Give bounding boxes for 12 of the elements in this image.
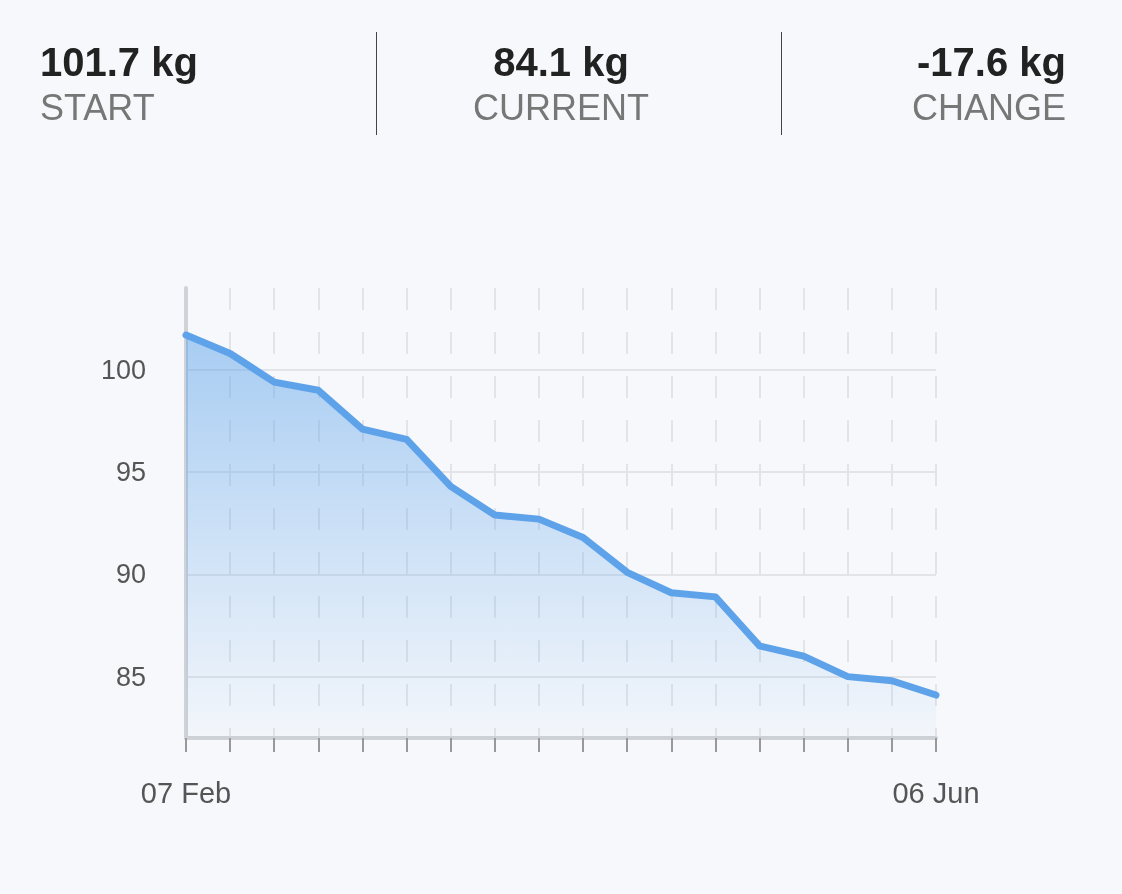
text: 84.1 kg (492, 39, 630, 86)
x-tick-label: 07 Feb (140, 776, 232, 809)
y-tick-label: 90 (115, 559, 146, 590)
y-tick-label: 100 (100, 354, 146, 385)
y-tick-label: 85 (115, 661, 146, 692)
text: -17.6 kg (916, 39, 1066, 86)
y-tick-label: 95 (115, 457, 146, 488)
text: CURRENT (472, 86, 650, 130)
text: START (40, 86, 156, 130)
x-tick-label: 06 Jun (892, 776, 980, 809)
text: 101.7 kg (40, 39, 198, 86)
text: CHANGE (911, 86, 1066, 130)
